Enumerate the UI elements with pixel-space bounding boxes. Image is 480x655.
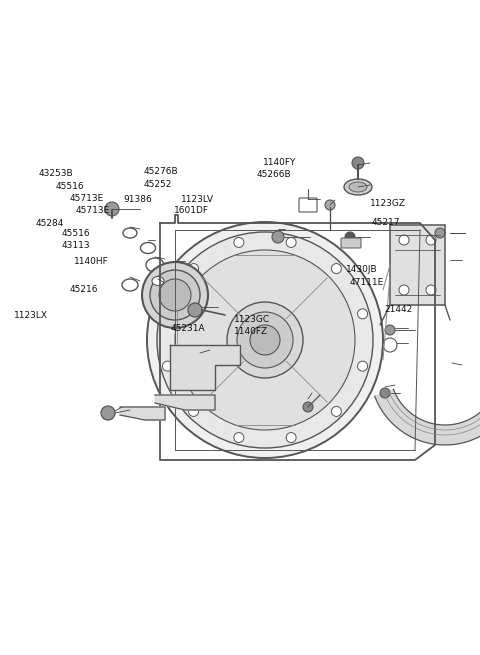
Text: 45231A: 45231A	[170, 324, 205, 333]
Circle shape	[142, 262, 208, 328]
Ellipse shape	[152, 276, 164, 286]
Text: 1123GC: 1123GC	[234, 315, 270, 324]
Circle shape	[175, 250, 355, 430]
Text: 45713E: 45713E	[76, 206, 110, 215]
Circle shape	[250, 325, 280, 355]
Circle shape	[227, 302, 303, 378]
Text: 45284: 45284	[36, 219, 64, 228]
Polygon shape	[170, 345, 240, 390]
Circle shape	[159, 279, 191, 311]
Circle shape	[358, 309, 368, 319]
FancyBboxPatch shape	[390, 225, 445, 305]
Circle shape	[180, 350, 190, 360]
Circle shape	[435, 228, 445, 238]
Circle shape	[325, 200, 335, 210]
FancyBboxPatch shape	[341, 238, 361, 248]
Text: 1601DF: 1601DF	[174, 206, 209, 215]
Text: 43253B: 43253B	[38, 169, 73, 178]
Circle shape	[286, 238, 296, 248]
Circle shape	[215, 350, 225, 360]
Circle shape	[345, 232, 355, 242]
Circle shape	[303, 402, 313, 412]
Circle shape	[286, 432, 296, 443]
Circle shape	[358, 361, 368, 371]
Text: 1123LX: 1123LX	[14, 311, 48, 320]
FancyBboxPatch shape	[299, 198, 317, 212]
Text: 47111E: 47111E	[349, 278, 384, 288]
Text: 45217: 45217	[372, 218, 400, 227]
Circle shape	[189, 263, 199, 274]
Ellipse shape	[141, 242, 156, 253]
Ellipse shape	[344, 179, 372, 195]
Text: 21442: 21442	[384, 305, 412, 314]
Ellipse shape	[146, 258, 164, 272]
Circle shape	[157, 232, 373, 448]
Text: 45713E: 45713E	[70, 194, 104, 203]
Circle shape	[147, 222, 383, 458]
Text: 1430JB: 1430JB	[346, 265, 377, 274]
Text: 45516: 45516	[61, 229, 90, 238]
Circle shape	[331, 263, 341, 274]
Text: 45252: 45252	[144, 180, 172, 189]
Circle shape	[234, 238, 244, 248]
Circle shape	[188, 303, 202, 317]
Circle shape	[162, 309, 172, 319]
Polygon shape	[155, 395, 215, 410]
Text: 43113: 43113	[61, 241, 90, 250]
Circle shape	[399, 235, 409, 245]
Circle shape	[399, 285, 409, 295]
Ellipse shape	[123, 228, 137, 238]
Text: 45276B: 45276B	[144, 167, 179, 176]
Circle shape	[331, 406, 341, 417]
Ellipse shape	[349, 182, 367, 192]
Text: 45516: 45516	[55, 182, 84, 191]
Text: 45216: 45216	[70, 285, 98, 294]
Text: 1123LV: 1123LV	[181, 195, 215, 204]
Circle shape	[380, 388, 390, 398]
Circle shape	[234, 432, 244, 443]
Text: 1140FY: 1140FY	[263, 158, 297, 167]
Polygon shape	[120, 407, 165, 420]
Circle shape	[272, 231, 284, 243]
Circle shape	[352, 157, 364, 169]
Ellipse shape	[122, 279, 138, 291]
Circle shape	[426, 235, 436, 245]
Circle shape	[237, 312, 293, 368]
Circle shape	[426, 285, 436, 295]
Circle shape	[385, 325, 395, 335]
Text: 45266B: 45266B	[257, 170, 291, 179]
Circle shape	[150, 270, 200, 320]
Circle shape	[180, 378, 190, 388]
Text: 1140FZ: 1140FZ	[234, 327, 268, 336]
Text: 91386: 91386	[124, 195, 153, 204]
Circle shape	[162, 361, 172, 371]
Text: 1123GZ: 1123GZ	[370, 198, 406, 208]
Circle shape	[105, 202, 119, 216]
Circle shape	[101, 406, 115, 420]
Text: 1140HF: 1140HF	[74, 257, 109, 267]
Circle shape	[189, 406, 199, 417]
PathPatch shape	[374, 389, 480, 445]
Circle shape	[383, 338, 397, 352]
